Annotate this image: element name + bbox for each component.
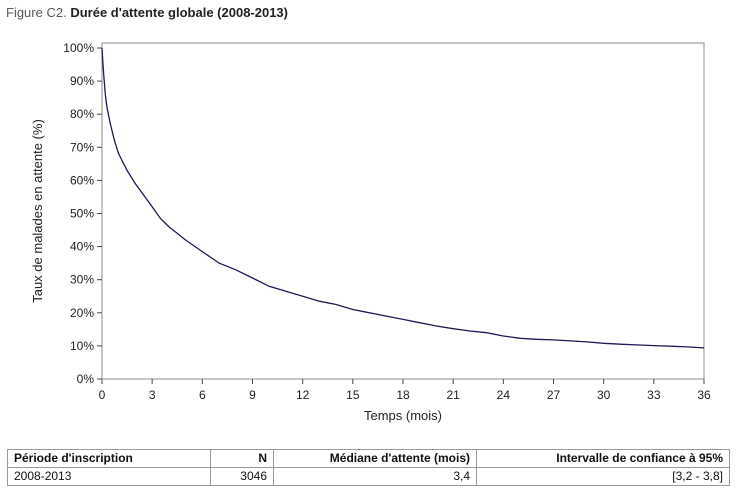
x-tick-label: 6 [199, 388, 206, 402]
y-tick-label: 70% [70, 140, 94, 154]
y-tick-label: 30% [70, 273, 94, 287]
y-tick-label: 90% [70, 74, 94, 88]
x-tick-label: 24 [497, 388, 511, 402]
y-tick-label: 40% [70, 240, 94, 254]
x-tick-label: 3 [149, 388, 156, 402]
x-tick-label: 0 [99, 388, 106, 402]
x-tick-label: 36 [697, 388, 711, 402]
y-tick-label: 10% [70, 339, 94, 353]
cell-periode: 2008-2013 [7, 467, 211, 486]
figure-label: Figure C2. [6, 5, 67, 20]
x-tick-label: 33 [647, 388, 661, 402]
y-tick-label: 80% [70, 107, 94, 121]
y-tick-label: 20% [70, 306, 94, 320]
header-intervalle: Intervalle de confiance à 95% [476, 449, 730, 468]
cell-n: 3046 [210, 467, 274, 486]
y-tick-label: 60% [70, 173, 94, 187]
header-mediane: Médiane d'attente (mois) [273, 449, 477, 468]
table-header-row: Période d'inscription N Médiane d'attent… [7, 449, 730, 468]
x-tick-label: 9 [249, 388, 256, 402]
x-tick-label: 21 [446, 388, 460, 402]
summary-table: Période d'inscription N Médiane d'attent… [7, 449, 730, 486]
cell-mediane: 3,4 [273, 467, 477, 486]
y-axis-label: Taux de malades en attente (%) [30, 119, 45, 303]
header-periode: Période d'inscription [7, 449, 211, 468]
y-axis: 0% 10% 20% 30% 40% 50% 60% 70% 80% 90% 100% [63, 41, 102, 386]
x-tick-label: 27 [547, 388, 561, 402]
x-tick-label: 12 [296, 388, 310, 402]
x-tick-label: 15 [346, 388, 360, 402]
plot-frame [101, 42, 705, 380]
cell-intervalle: [3,2 - 3,8] [476, 467, 730, 486]
x-tick-label: 30 [597, 388, 611, 402]
figure-title: Figure C2. Durée d'attente globale (2008… [6, 5, 288, 20]
chart: 0 3 6 9 12 15 18 21 24 27 30 33 36 0%10%20%30%40%50%… [30, 41, 711, 423]
figure-main-title: Durée d'attente globale (2008-2013) [70, 5, 288, 20]
x-axis: 0 3 6 9 12 15 18 21 24 27 30 33 36 [99, 379, 711, 402]
series-line [101, 47, 705, 349]
x-tick-label: 18 [396, 388, 410, 402]
header-n: N [210, 449, 274, 468]
y-tick-label: 50% [70, 207, 94, 221]
y-tick-label: 100% [63, 41, 94, 55]
table-row: 2008-2013 3046 3,4 [3,2 - 3,8] [7, 467, 730, 486]
y-tick-label: 0% [77, 372, 95, 386]
x-axis-label: Temps (mois) [364, 408, 442, 423]
